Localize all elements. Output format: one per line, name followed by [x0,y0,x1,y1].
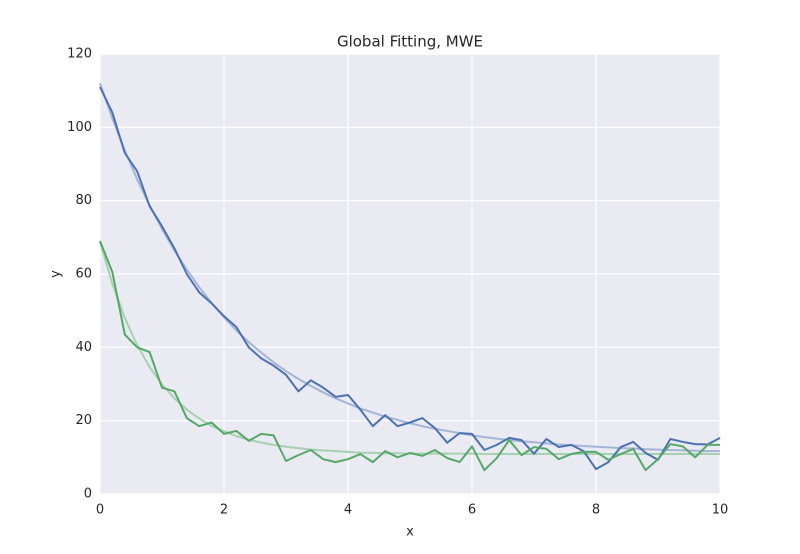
y-tick-label: 100 [67,120,92,135]
y-tick-label: 120 [67,47,92,62]
y-tick-label: 20 [75,413,92,428]
y-tick-label: 60 [75,267,92,282]
data-line [99,240,720,472]
x-axis-label: x [406,525,414,540]
x-tick-label: 8 [592,503,600,518]
x-tick-label: 2 [220,503,228,518]
y-tick-label: 40 [75,340,92,355]
y-tick-label: 80 [75,193,92,208]
y-tick-label: 0 [84,487,92,502]
chart-title: Global Fitting, MWE [337,33,483,51]
x-tick-label: 0 [96,503,104,518]
x-tick-label: 6 [468,503,476,518]
y-axis-label: y [49,270,64,278]
x-tick-label: 10 [712,503,729,518]
data-line [99,86,721,471]
x-tick-label: 4 [344,503,352,518]
